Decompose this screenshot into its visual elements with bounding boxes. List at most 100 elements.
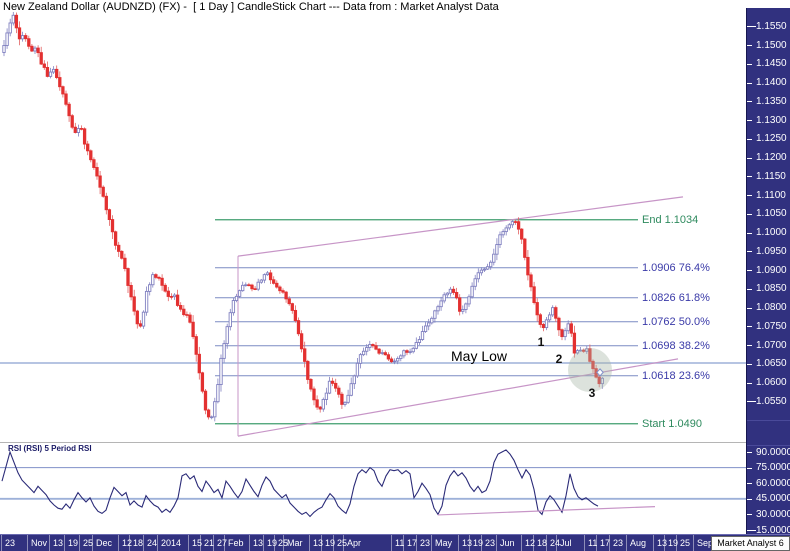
price-tick-label-tick [747, 326, 752, 328]
candle-body [467, 296, 471, 305]
candle-body [259, 279, 263, 283]
candle-body [95, 167, 99, 177]
date-tick-label: 2014 [161, 538, 182, 548]
price-tick-label-tick [747, 120, 752, 121]
date-tick-label: 23 [5, 538, 16, 548]
date-tick [92, 535, 93, 551]
candle-body [526, 256, 530, 276]
channel-upper-line[interactable] [237, 196, 684, 257]
candle-body [256, 281, 260, 290]
date-tick [143, 535, 144, 551]
candle-body [262, 274, 267, 281]
candle-body [58, 77, 62, 88]
date-tick-label: 27 [217, 538, 228, 548]
candle-body [361, 350, 366, 356]
price-tick-label: 1.0900 [756, 264, 787, 276]
fib-level-label-0[interactable]: 1.0906 76.4% [642, 261, 710, 274]
candle-body [541, 323, 546, 329]
candle-body [272, 279, 276, 284]
candle-body [520, 228, 524, 240]
price-tick-label: 1.1450 [756, 58, 787, 70]
date-tick-label: 25 [680, 538, 691, 548]
price-tick-label-tick [747, 63, 752, 65]
rsi-tick-label-tick [747, 483, 752, 485]
date-tick [416, 535, 417, 551]
candle-body [343, 401, 347, 405]
date-axis[interactable]: 23 Nov 13 19 25 Dec 12 18 24 2014 15 21 27 Feb 13 19 25 M… [0, 534, 790, 551]
candle-body [309, 378, 313, 390]
date-tick [458, 535, 459, 551]
date-tick [431, 535, 432, 551]
fib-start-label[interactable]: Start 1.0490 [642, 417, 702, 430]
annotations-layer[interactable] [568, 348, 612, 392]
may-low-annotation[interactable]: May Low [451, 348, 508, 364]
candle-body [169, 296, 174, 298]
candle-body [237, 290, 242, 297]
candle-body [516, 221, 521, 230]
pane-divider[interactable] [0, 442, 746, 443]
candle-body [151, 274, 155, 286]
candle-body [275, 282, 279, 288]
axis-pane-splitter [747, 445, 790, 446]
price-tick-label: 1.1500 [756, 39, 787, 51]
candle-body [132, 296, 136, 312]
highlight-circle[interactable] [568, 348, 612, 392]
date-tick [676, 535, 677, 551]
candle-body [352, 375, 356, 385]
candles-layer[interactable] [2, 11, 604, 422]
candle-body [582, 349, 586, 352]
candle-body [451, 288, 456, 293]
date-tick [664, 535, 665, 551]
price-tick-label-tick [747, 232, 752, 234]
candle-body [55, 68, 59, 79]
rsi-layer[interactable] [0, 449, 746, 518]
candle-body [157, 276, 161, 279]
wave-label-1[interactable]: 1 [537, 335, 545, 349]
candle-body [30, 45, 34, 52]
fib-level-label-3[interactable]: 1.0698 38.2% [642, 339, 710, 352]
candle-body [61, 86, 65, 95]
rsi-trendline[interactable] [437, 506, 656, 516]
candle-body [454, 292, 459, 299]
drawing-lines-layer[interactable] [0, 196, 746, 437]
candle-body [191, 321, 195, 338]
date-tick [249, 535, 250, 551]
wave-label-3[interactable]: 3 [588, 386, 596, 400]
price-tick-label-tick [747, 157, 752, 159]
wave-label-2[interactable]: 2 [555, 352, 563, 366]
price-tick-label-tick [747, 288, 752, 290]
candle-body [2, 45, 6, 53]
price-tick-label: 1.1050 [756, 208, 787, 220]
candle-body [175, 294, 180, 306]
channel-lower-line[interactable] [237, 358, 679, 437]
candle-body [547, 314, 552, 321]
price-tick-label: 1.1300 [756, 114, 787, 126]
candle-body [20, 35, 25, 40]
date-tick-label: 12 [122, 538, 133, 548]
date-tick [333, 535, 334, 551]
axis-pane-splitter [747, 420, 790, 421]
date-tick [64, 535, 65, 551]
rsi-tick-label-tick [747, 498, 752, 500]
candle-body [402, 350, 406, 357]
candle-body [538, 314, 542, 325]
fib-level-label-2[interactable]: 1.0762 50.0% [642, 315, 710, 328]
candle-body [76, 128, 81, 133]
candle-body [36, 47, 40, 54]
date-tick-label: Mar [287, 538, 303, 548]
candle-body [42, 63, 46, 68]
price-tick-label: 1.1150 [756, 170, 786, 182]
fib-level-label-4[interactable]: 1.0618 23.6% [642, 369, 710, 382]
price-axis[interactable]: 1.1550 1.1500 1.1450 1.1400 1.1350 1.1300 1.12… [746, 8, 790, 551]
date-tick-label: May [435, 538, 453, 548]
fib-level-label-1[interactable]: 1.0826 61.8% [642, 291, 710, 304]
candle-body [299, 333, 304, 350]
candle-body [290, 303, 294, 311]
date-tick-label: 17 [407, 538, 418, 548]
candle-body [513, 221, 518, 223]
fib-end-label[interactable]: End 1.1034 [642, 213, 699, 226]
candle-body [420, 331, 425, 340]
rsi-tick-label: 60.0000 [756, 477, 790, 489]
candle-body [24, 35, 28, 40]
